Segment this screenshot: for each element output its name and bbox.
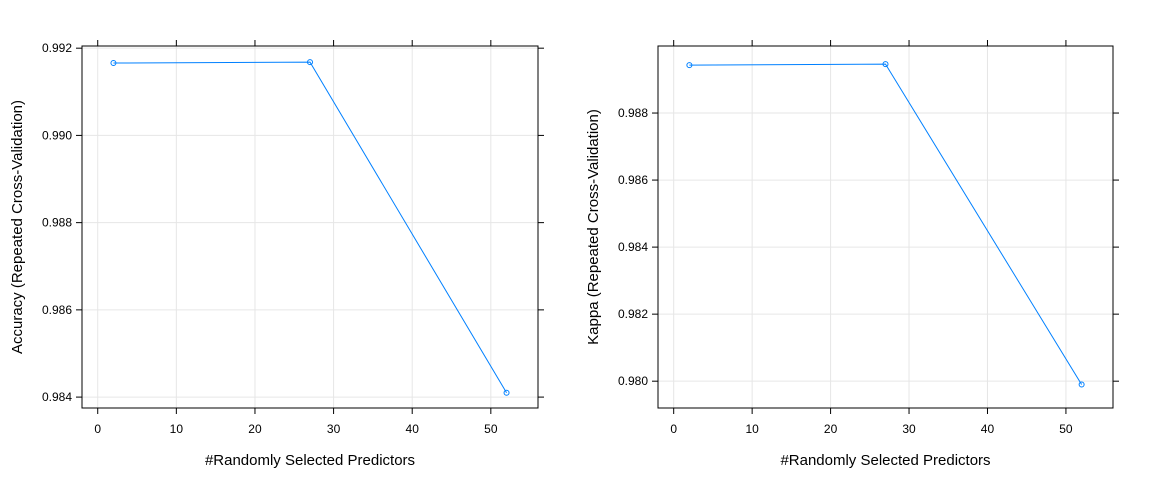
y-tick-label: 0.990 <box>42 128 72 142</box>
x-tick-label: 50 <box>1059 422 1073 436</box>
plot-frame <box>657 45 1114 409</box>
y-tick-label: 0.984 <box>42 390 72 404</box>
data-point <box>307 59 313 66</box>
x-axis-label: #Randomly Selected Predictors <box>780 452 990 469</box>
x-tick-label: 0 <box>670 422 677 436</box>
series-line <box>113 61 507 393</box>
x-tick-label: 20 <box>248 422 262 436</box>
data-point <box>503 389 510 396</box>
chart-panel-1: 0 10 20 30 40 50 0.984 0.986 0.988 0.990 0.992 #Ran… <box>9 40 544 469</box>
plot-frame <box>81 45 539 409</box>
x-tick-label: 50 <box>484 422 498 436</box>
x-tick-label: 20 <box>824 422 838 436</box>
x-tick-label: 40 <box>406 422 420 436</box>
x-tick-label: 30 <box>327 422 341 436</box>
chart-panel-2: 0 10 20 30 40 50 0.980 0.982 0.984 0.986 0.988 #Ran… <box>585 40 1119 469</box>
y-tick-label: 0.992 <box>42 41 72 55</box>
y-tick-label: 0.988 <box>618 106 648 120</box>
x-tick-label: 40 <box>981 422 995 436</box>
x-tick-label: 10 <box>745 422 759 436</box>
y-axis-label: Kappa (Repeated Cross-Validation) <box>585 109 602 345</box>
data-point <box>882 61 889 68</box>
y-tick-label: 0.984 <box>618 240 648 254</box>
data-point <box>1078 381 1085 388</box>
series-line <box>689 63 1083 385</box>
y-axis-label: Accuracy (Repeated Cross-Validation) <box>9 100 26 354</box>
y-tick-label: 0.988 <box>42 216 72 230</box>
data-point <box>686 62 693 69</box>
x-tick-label: 10 <box>170 422 184 436</box>
x-tick-label: 30 <box>902 422 916 436</box>
y-tick-label: 0.986 <box>42 303 72 317</box>
x-tick-label: 0 <box>94 422 101 436</box>
y-tick-label: 0.986 <box>618 173 648 187</box>
y-tick-label: 0.980 <box>618 374 648 388</box>
y-tick-label: 0.982 <box>618 307 648 321</box>
x-axis-label: #Randomly Selected Predictors <box>205 452 415 469</box>
data-point <box>110 60 117 67</box>
